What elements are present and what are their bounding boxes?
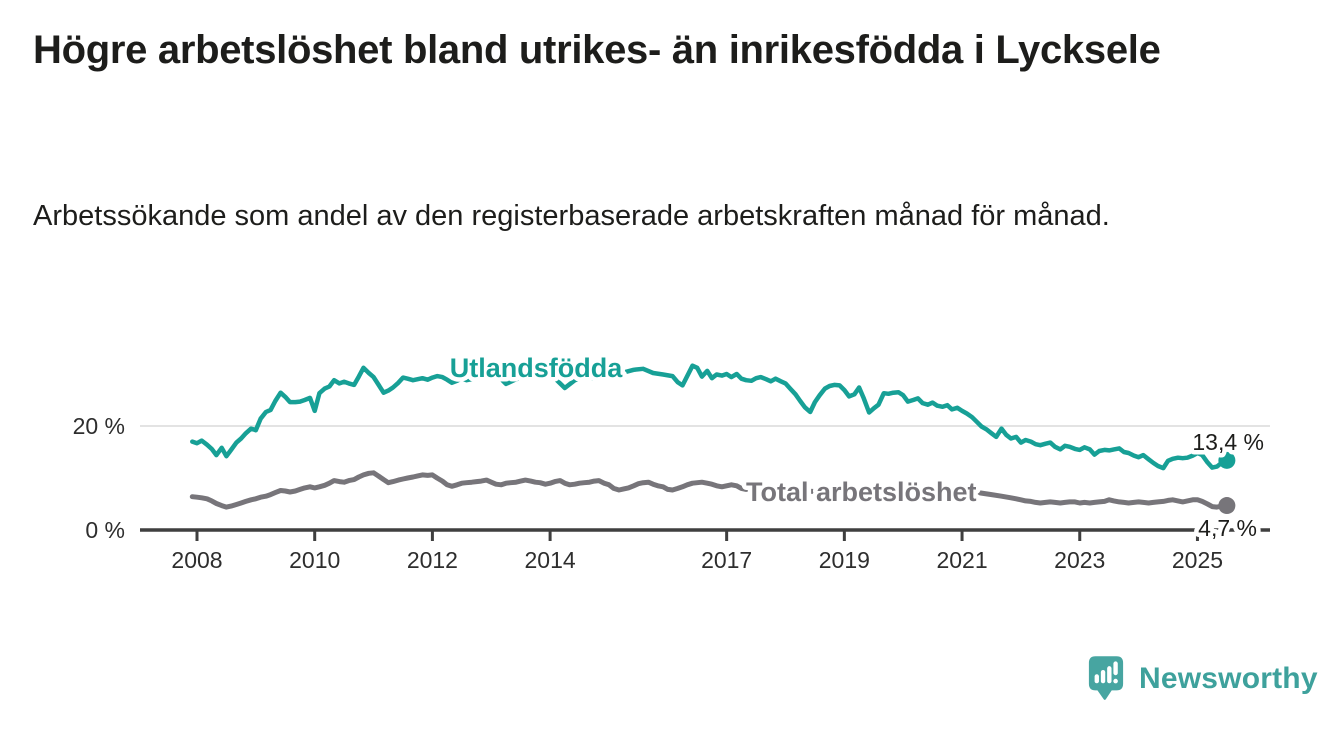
newsworthy-logo-text: Newsworthy — [1139, 662, 1318, 695]
x-tick-label: 2017 — [701, 547, 752, 573]
x-tick-label: 2021 — [936, 547, 987, 573]
page-subtitle: Arbetssökande som andel av den registerb… — [33, 200, 1110, 232]
x-tick-label: 2019 — [819, 547, 870, 573]
series-label-1: Total arbetslöshet — [746, 477, 977, 507]
series-end-dot-1 — [1218, 497, 1236, 515]
series-label-0-halo: Utlandsfödda — [450, 353, 623, 383]
y-tick-label: 20 % — [73, 413, 125, 439]
page-title: Högre arbetslöshet bland utrikes- än inr… — [33, 28, 1161, 72]
x-tick-label: 2023 — [1054, 547, 1105, 573]
x-tick-label: 2025 — [1172, 547, 1223, 573]
series-end-value-0: 13,4 % — [1192, 429, 1264, 455]
series-end-dot-0 — [1218, 451, 1236, 469]
series-line-1 — [189, 470, 1230, 510]
x-tick-label: 2012 — [407, 547, 458, 573]
x-tick-label: 2010 — [289, 547, 340, 573]
x-tick-label: 2014 — [525, 547, 576, 573]
series-label-1-halo: Total arbetslöshet — [746, 477, 977, 507]
newsworthy-logo[interactable]: Newsworthy — [1087, 655, 1318, 703]
series-end-value-1-halo: 4,7 % — [1198, 515, 1257, 541]
y-tick-label: 0 % — [85, 517, 125, 543]
x-tick-label: 2008 — [171, 547, 222, 573]
series-end-value-1: 4,7 % — [1198, 515, 1257, 541]
series-end-value-0-halo: 13,4 % — [1192, 429, 1264, 455]
bar-chart-speech-bubble-icon — [1088, 656, 1124, 700]
series-label-0: Utlandsfödda — [450, 353, 623, 383]
series-line-0 — [190, 363, 1230, 471]
